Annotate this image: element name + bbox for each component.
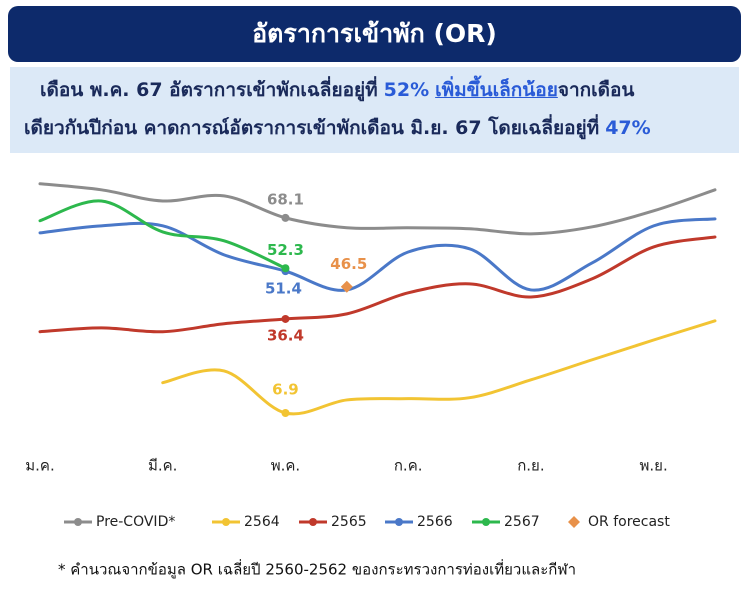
- legend-label: OR forecast: [588, 514, 670, 530]
- legend-label: Pre-COVID*: [96, 514, 175, 530]
- title-banner: อัตราการเข้าพัก (OR): [8, 6, 741, 62]
- legend-label: 2566: [417, 514, 453, 530]
- data-label: 51.4: [265, 280, 302, 298]
- summary-text: จากเดือน: [557, 79, 635, 101]
- data-point: [340, 280, 353, 293]
- data-label: 36.4: [267, 326, 304, 344]
- x-tick-label: ก.ค.: [394, 457, 423, 475]
- data-label: 68.1: [267, 190, 304, 208]
- x-tick-label: ก.ย.: [517, 457, 544, 475]
- data-point: [281, 314, 290, 323]
- data-label: 52.3: [267, 241, 304, 259]
- legend-swatch: [222, 518, 230, 526]
- summary-box: เดือน พ.ค. 67 อัตราการเข้าพักเฉลี่ยอยู่ท…: [10, 67, 739, 153]
- legend-swatch: [482, 518, 490, 526]
- data-label: 6.9: [272, 381, 299, 399]
- footnote: * คำนวณจากข้อมูล OR เฉลี่ยปี 2560-2562 ข…: [58, 559, 576, 579]
- x-tick-label: ม.ค.: [25, 457, 54, 475]
- legend-label: 2565: [331, 514, 367, 530]
- series-line: [38, 235, 717, 334]
- legend-label: 2567: [504, 514, 540, 530]
- legend-swatch: [74, 518, 82, 526]
- summary-text: 52%: [383, 79, 430, 101]
- data-point: [281, 213, 290, 222]
- series-line: [38, 182, 717, 236]
- series-line: [38, 217, 717, 292]
- data-point: [281, 264, 290, 273]
- legend-swatch: [568, 516, 580, 528]
- summary-text: เดียวกันปีก่อน คาดการณ์อัตราการเข้าพักเด…: [24, 117, 600, 139]
- chart-title: อัตราการเข้าพัก (OR): [252, 19, 497, 48]
- legend-swatch: [309, 518, 317, 526]
- data-label: 46.5: [330, 255, 367, 273]
- summary-line: เดียวกันปีก่อน คาดการณ์อัตราการเข้าพักเด…: [24, 113, 657, 143]
- series-line: [38, 199, 287, 270]
- x-tick-label: มี.ค.: [148, 457, 177, 475]
- legend-swatch: [395, 518, 403, 526]
- data-point: [281, 409, 290, 418]
- summary-text: เพิ่มขึ้นเล็กน้อย: [435, 79, 558, 101]
- summary-text: เดือน พ.ค. 67 อัตราการเข้าพักเฉลี่ยอยู่ท…: [40, 79, 378, 101]
- summary-line: เดือน พ.ค. 67 อัตราการเข้าพักเฉลี่ยอยู่ท…: [40, 75, 634, 105]
- x-tick-label: พ.ย.: [640, 457, 668, 475]
- x-tick-label: พ.ค.: [271, 457, 300, 475]
- series-line: [161, 319, 717, 416]
- summary-text: 47%: [605, 117, 651, 139]
- legend-label: 2564: [244, 514, 280, 530]
